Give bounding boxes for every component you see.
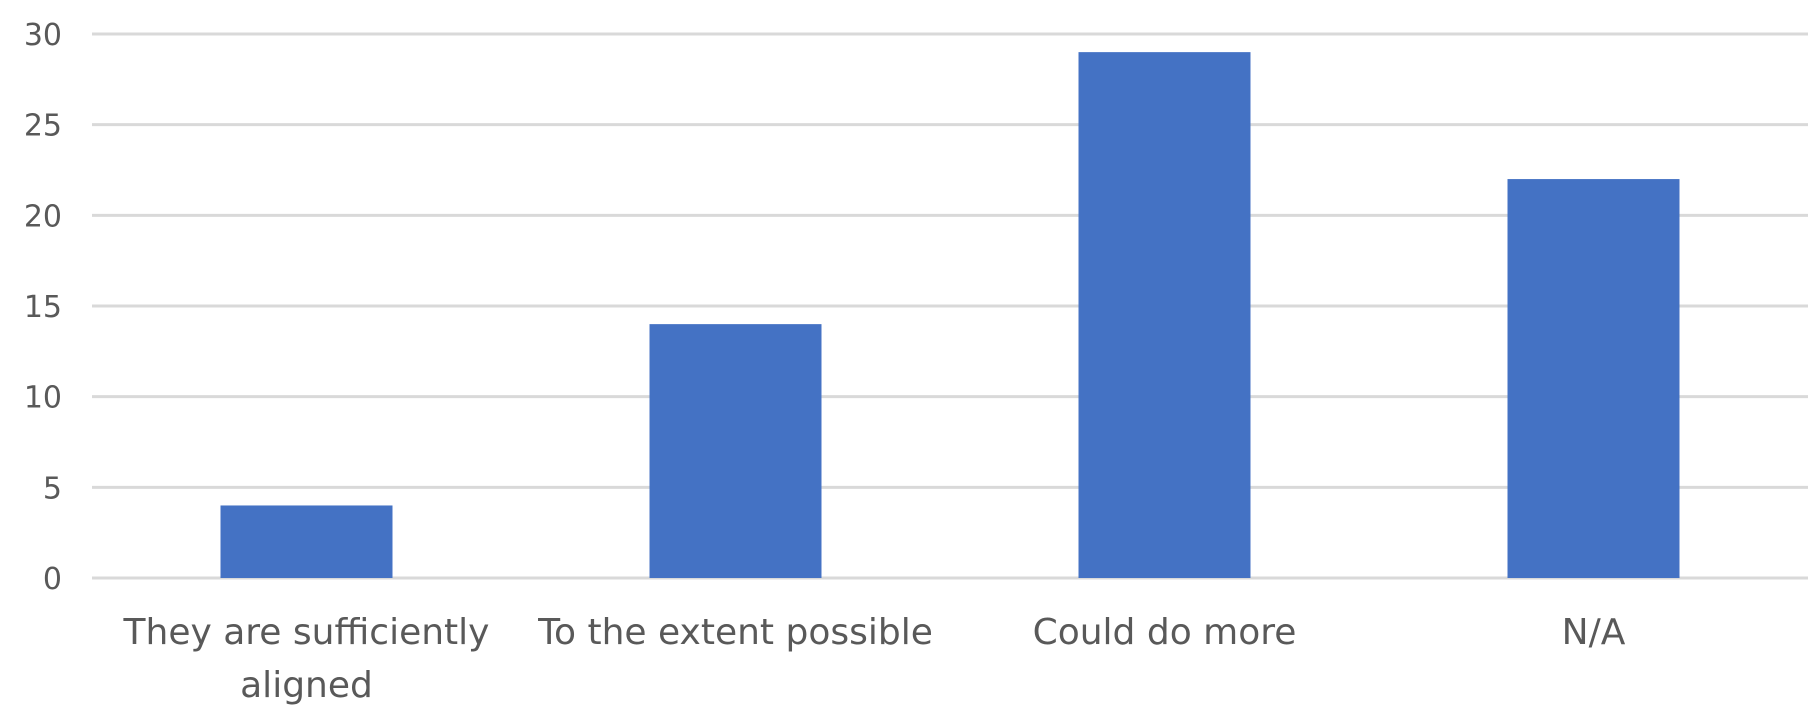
bar [649,324,822,578]
y-axis-ticks: 0 5 10 15 20 25 30 [24,18,62,597]
y-tick-label: 0 [43,562,62,597]
y-tick-label: 5 [43,471,62,506]
bar [1507,179,1680,579]
y-tick-label: 15 [24,290,62,325]
x-category-label-line: N/A [1562,612,1626,653]
x-category-label: To the extent possible [537,612,933,653]
x-category-label-line: They are sufficiently [123,612,490,653]
gridlines [92,32,1808,580]
x-category-label-line: Could do more [1033,612,1297,653]
x-category-label-line: To the extent possible [537,612,933,653]
y-tick-label: 25 [24,109,62,144]
bar [220,505,393,578]
y-tick-label: 20 [24,199,62,234]
x-category-label: Could do more [1033,612,1297,653]
x-category-label-line: aligned [240,665,373,705]
x-category-label: They are sufficiently aligned [123,612,490,705]
y-tick-label: 30 [24,18,62,53]
x-category-label: N/A [1562,612,1626,653]
y-tick-label: 10 [24,381,62,416]
x-axis-labels: They are sufficiently aligned To the exten… [123,612,1626,705]
bars [220,52,1680,579]
bar [1078,52,1251,578]
